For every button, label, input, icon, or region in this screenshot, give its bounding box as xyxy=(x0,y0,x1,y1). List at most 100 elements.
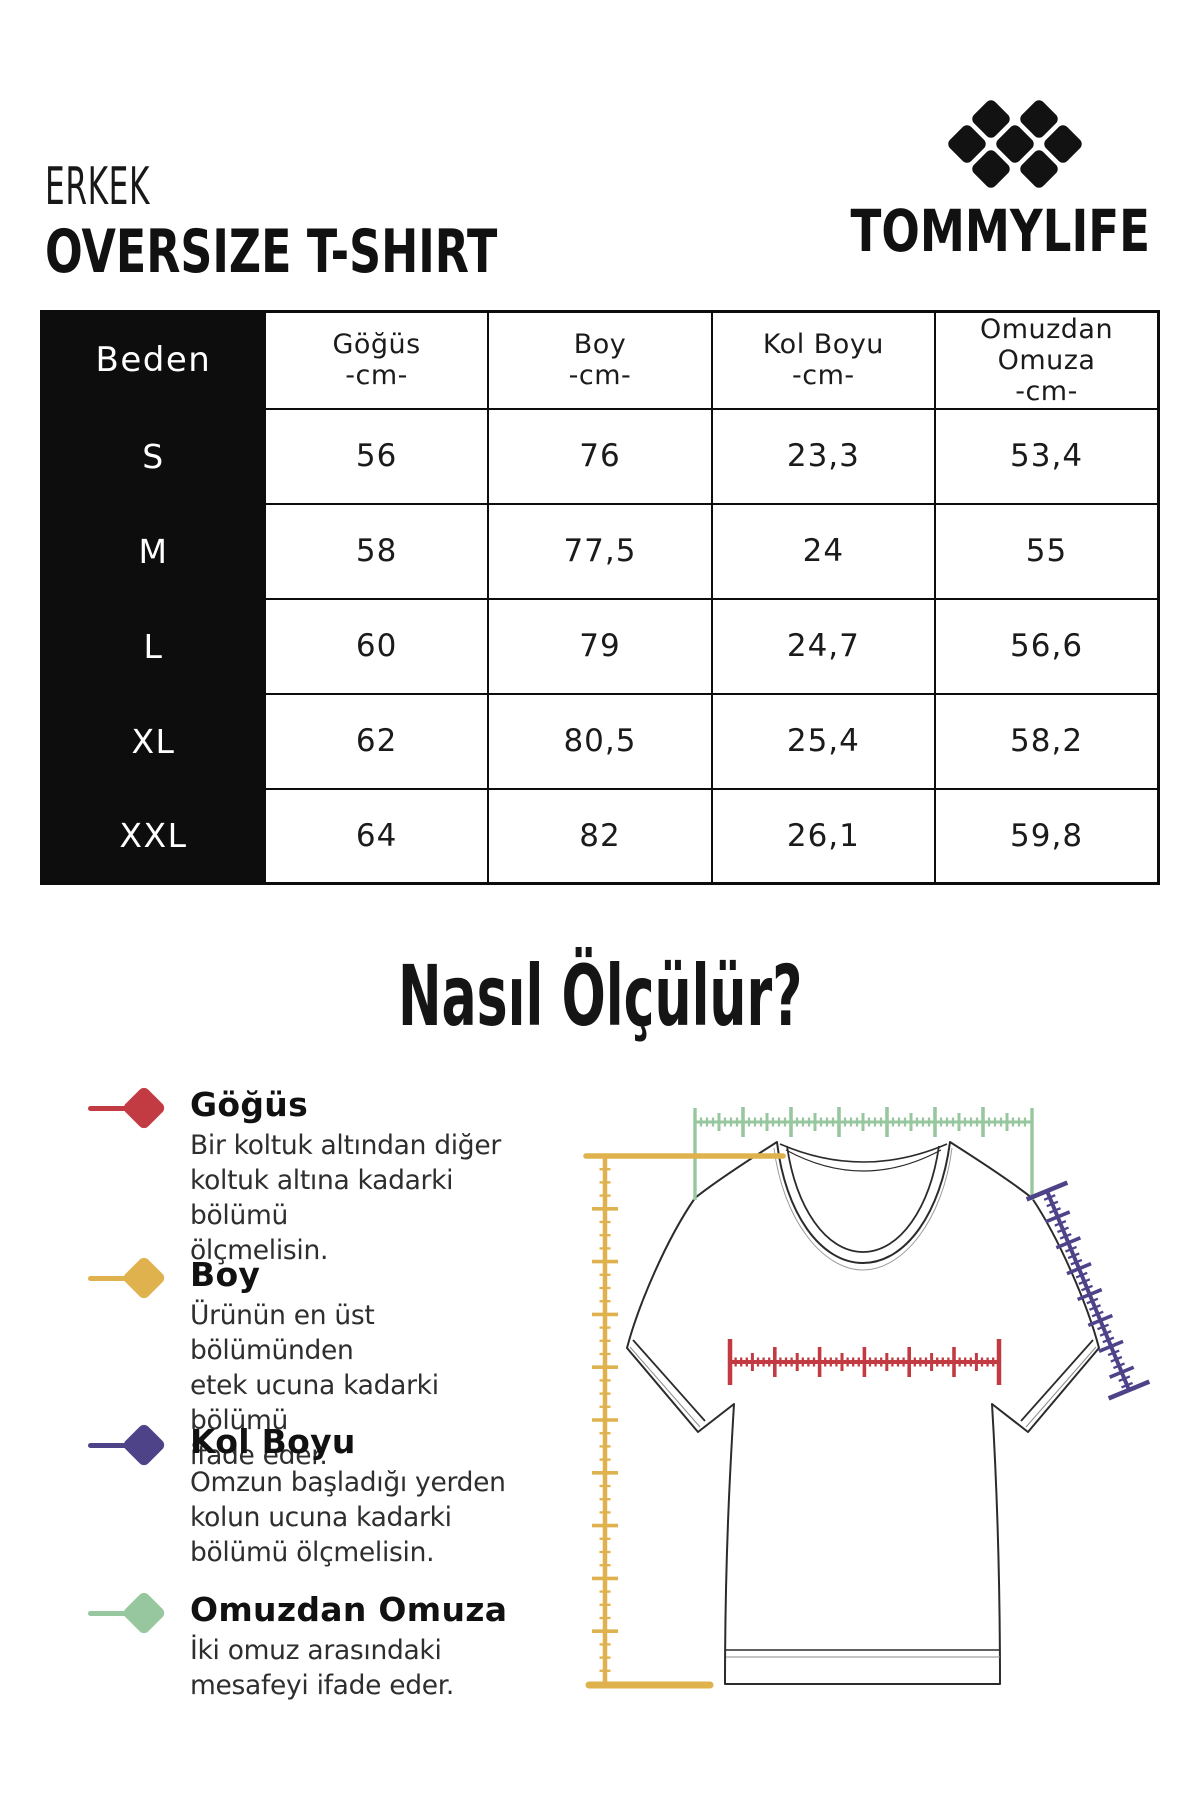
sleeve-ruler-tick xyxy=(1059,1232,1072,1240)
sleeve-ruler-tick xyxy=(1108,1365,1135,1379)
measurement-value: 53,4 xyxy=(934,407,1160,505)
sleeve-ruler-tick xyxy=(1067,1252,1080,1260)
measurement-value: 64 xyxy=(263,787,490,885)
legend-text: Göğüs Bir koltuk altından diğer koltuk al… xyxy=(190,1085,508,1269)
size-label: XL xyxy=(40,692,266,790)
sleeve-ruler-tick xyxy=(1113,1362,1125,1370)
sleeve-ruler-tick xyxy=(1076,1287,1103,1302)
sleeve-ruler-tick xyxy=(1075,1271,1088,1279)
back-collar-line xyxy=(779,1143,948,1163)
legend-description: Bir koltuk altından diğer koltuk altına … xyxy=(190,1130,501,1266)
sleeve-ruler-tick xyxy=(1099,1330,1112,1337)
sleeve-ruler-endcap xyxy=(1025,1180,1069,1202)
column-header: Göğüs -cm- xyxy=(263,310,490,410)
diamond-tail-line xyxy=(88,1443,148,1448)
diamond-tail-line xyxy=(88,1276,148,1281)
back-collar-stitch xyxy=(785,1149,942,1172)
left-cuff-stitch xyxy=(629,1346,701,1428)
measurement-value: 56 xyxy=(263,407,490,505)
legend-label: Boy xyxy=(190,1255,261,1294)
size-label: L xyxy=(40,597,266,695)
measurement-value: 82 xyxy=(487,787,713,885)
legend-text: Kol Boyu Omzun başladığı yerden kolun ucu… xyxy=(190,1422,508,1571)
diamond-tail-line xyxy=(88,1611,148,1616)
table-row: XL 62 80,5 25,4 58,2 xyxy=(40,692,1160,790)
measurement-value: 79 xyxy=(487,597,713,695)
measurement-value: 24,7 xyxy=(710,597,937,695)
sleeve-ruler-tick xyxy=(1044,1210,1071,1224)
measurement-value: 59,8 xyxy=(934,787,1160,885)
size-label: S xyxy=(40,407,266,505)
table-row: S 56 76 23,3 53,4 xyxy=(40,407,1160,505)
sleeve-ruler-tick xyxy=(1102,1336,1115,1344)
right-cuff-stitch xyxy=(1025,1346,1097,1428)
left-cuff-fold xyxy=(632,1339,706,1422)
sleeve-ruler-tick xyxy=(1086,1297,1099,1305)
measurement-value: 77,5 xyxy=(487,502,713,600)
length-diamond-icon xyxy=(88,1255,180,1301)
how-to-measure-title: Nasıl Ölçülür? xyxy=(0,950,1200,1042)
sleeve-ruler-tick xyxy=(1107,1349,1120,1357)
measurement-value: 80,5 xyxy=(487,692,713,790)
legend-item-chest: Göğüs Bir koltuk altından diğer koltuk al… xyxy=(88,1085,508,1269)
sleeve-ruler-tick xyxy=(1043,1194,1056,1201)
diamond-shape xyxy=(121,1590,167,1636)
sleeve-ruler-tick xyxy=(1110,1355,1123,1363)
diamond-tail-line xyxy=(88,1106,148,1111)
legend-text: Omuzdan Omuza İki omuz arasındaki mesafey… xyxy=(190,1590,508,1704)
sleeve-ruler-tick xyxy=(1091,1310,1104,1318)
sleeve-ruler-tick xyxy=(1118,1375,1131,1383)
diamond-shape xyxy=(121,1255,167,1301)
sleeve-ruler-tick xyxy=(1081,1284,1093,1292)
column-header: Boy -cm- xyxy=(487,310,713,410)
measurement-value: 23,3 xyxy=(710,407,937,505)
legend-text: Boy Ürünün en üst bölümünden etek ucuna k… xyxy=(190,1255,508,1474)
table-row: M 58 77,5 24 55 xyxy=(40,502,1160,600)
collar-rib-line xyxy=(786,1145,940,1253)
product-title-text: OVERSIZE T-SHIRT xyxy=(45,217,498,287)
sleeve-ruler-tick xyxy=(1065,1245,1077,1253)
category-title-text: ERKEK xyxy=(45,157,151,217)
legend-item-length: Boy Ürünün en üst bölümünden etek ucuna k… xyxy=(88,1255,508,1474)
legend-description: Ürünün en üst bölümünden etek ucuna kada… xyxy=(190,1300,439,1471)
brand-name-text: TOMMYLIFE xyxy=(850,197,1150,265)
sleeve-ruler-tick xyxy=(1054,1220,1067,1227)
measurement-value: 58,2 xyxy=(934,692,1160,790)
measurement-value: 62 xyxy=(263,692,490,790)
size-label: XXL xyxy=(40,787,266,885)
sleeve-ruler-tick xyxy=(1087,1313,1114,1328)
legend-item-sleeve: Kol Boyu Omzun başladığı yerden kolun ucu… xyxy=(88,1422,508,1571)
size-table-header: Beden Göğüs -cm- Boy -cm- Kol Boyu -cm- Omu… xyxy=(40,310,1160,410)
diamond-shape xyxy=(121,1422,167,1468)
sleeve-ruler-tick xyxy=(1057,1226,1069,1234)
sleeve-ruler-tick xyxy=(1066,1262,1092,1276)
sleeve-ruler-tick xyxy=(1089,1304,1101,1311)
sleeve-ruler-endcap xyxy=(1107,1379,1151,1401)
sleeve-ruler-tick xyxy=(1078,1278,1091,1285)
measurement-value: 60 xyxy=(263,597,490,695)
size-table-corner-label: Beden xyxy=(40,310,266,410)
measurement-value: 24 xyxy=(710,502,937,600)
sleeve-ruler-tick xyxy=(1070,1258,1083,1266)
sleeve-ruler-tick xyxy=(1049,1207,1061,1214)
shoulder-diamond-icon xyxy=(88,1590,180,1636)
sleeve-ruler-tick xyxy=(1121,1381,1133,1389)
sleeve-ruler-tick xyxy=(1046,1200,1059,1208)
column-header: Omuzdan Omuza -cm- xyxy=(934,310,1160,410)
column-header: Kol Boyu -cm- xyxy=(710,310,937,410)
product-title: OVERSIZE T-SHIRT xyxy=(45,220,656,284)
legend-item-shoulder: Omuzdan Omuza İki omuz arasındaki mesafey… xyxy=(88,1590,508,1704)
sleeve-ruler-tick xyxy=(1098,1339,1124,1353)
sleeve-diamond-icon xyxy=(88,1422,180,1468)
table-row: L 60 79 24,7 56,6 xyxy=(40,597,1160,695)
measurement-value: 26,1 xyxy=(710,787,937,885)
tshirt-outline xyxy=(626,1141,1100,1685)
legend-description: İki omuz arasındaki mesafeyi ifade eder. xyxy=(190,1635,455,1701)
measurement-value: 56,6 xyxy=(934,597,1160,695)
chest-diamond-icon xyxy=(88,1085,180,1131)
category-title: ERKEK xyxy=(45,158,656,216)
diamond-shape xyxy=(121,1085,167,1131)
sleeve-ruler-tick xyxy=(1097,1323,1109,1331)
table-row: XXL 64 82 26,1 59,8 xyxy=(40,787,1160,885)
